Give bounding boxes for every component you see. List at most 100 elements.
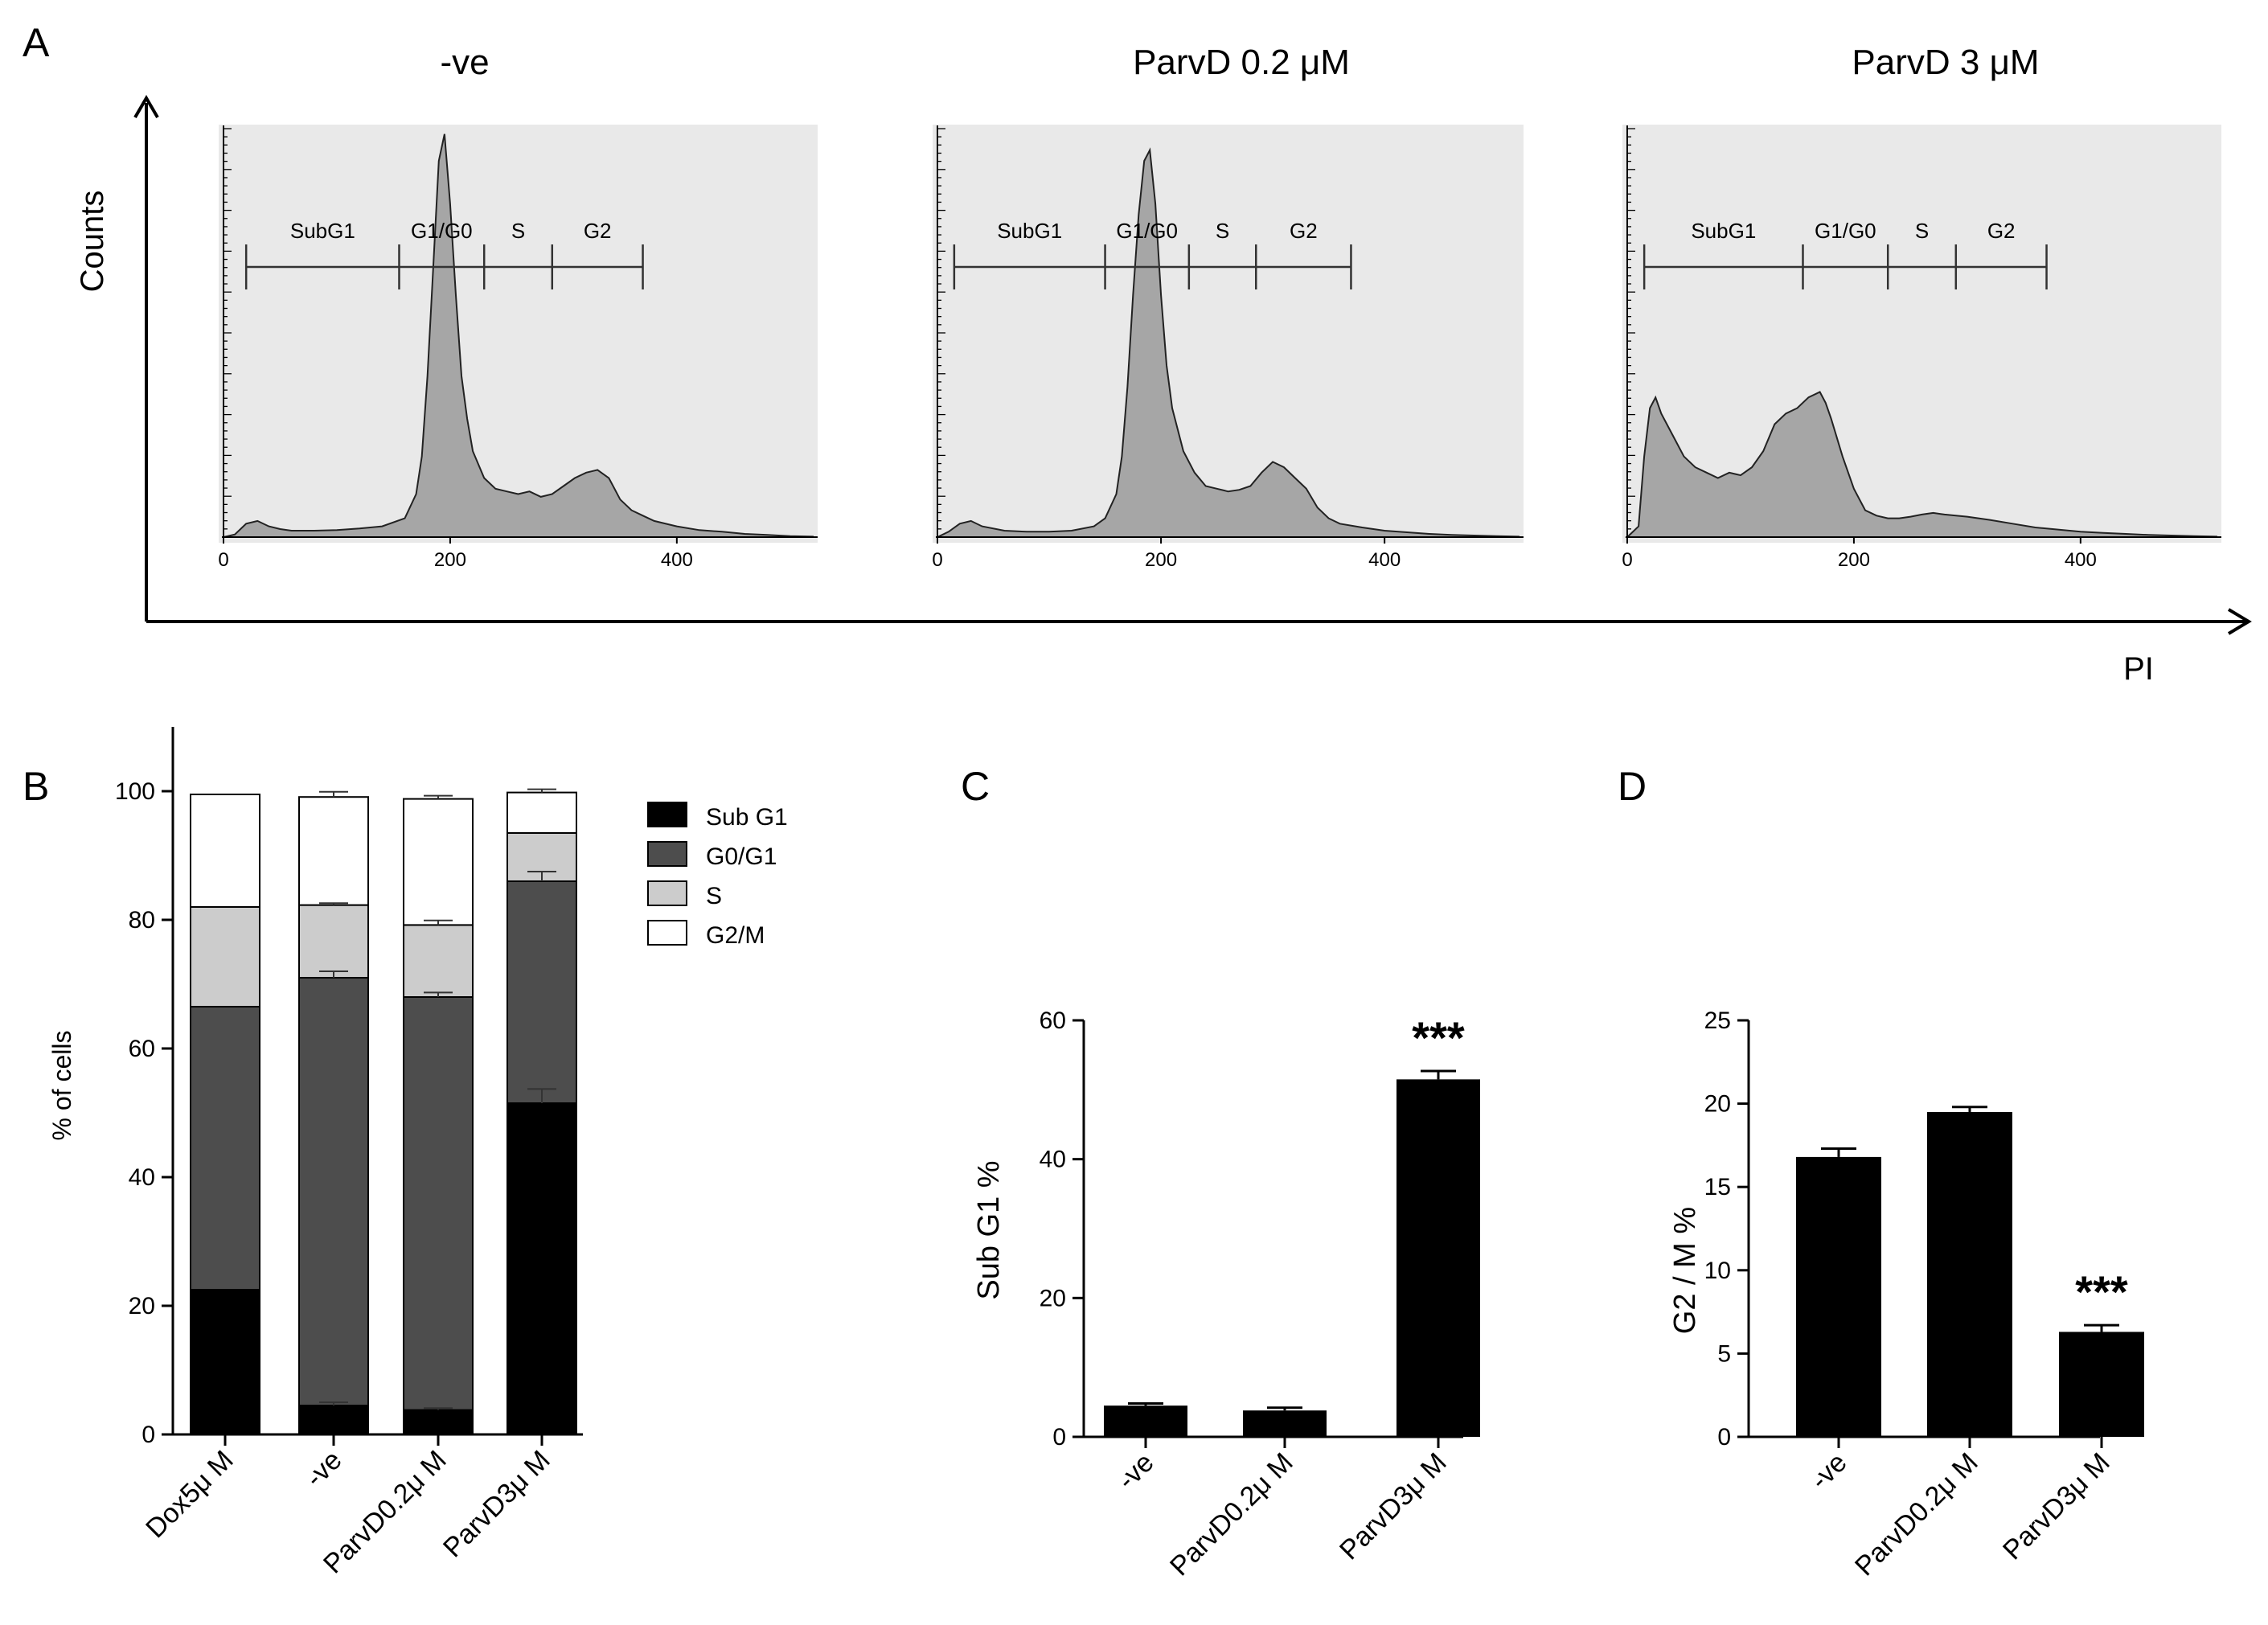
- panel-label-c: C: [961, 764, 990, 809]
- error-bars: [319, 788, 556, 1410]
- bar-segment: [190, 1006, 260, 1291]
- panel-b: B 0 20 40 60 80 100 Dox5μ M -ve ParvD0.2…: [23, 727, 788, 1579]
- histogram-title: ParvD 3 μM: [1852, 43, 2039, 82]
- panel-label-a: A: [23, 20, 50, 65]
- legend: Sub G1 G0/G1 S G2/M: [647, 802, 788, 949]
- gate-label-subg1: SubG1: [290, 219, 355, 243]
- gate-label-g2: G2: [1987, 219, 2016, 243]
- bar-segment: [507, 791, 577, 834]
- y-axis-label: Sub G1 %: [972, 1160, 1006, 1299]
- histogram-title: ParvD 0.2 μM: [1133, 43, 1350, 82]
- panel-c: C 0 20 40 60 -ve ParvD0.2μ M ParvD3μ M *…: [961, 764, 1480, 1582]
- bar: [1104, 1405, 1187, 1437]
- x-tick-200: 200: [1838, 549, 1870, 571]
- x-tick-label: -ve: [1111, 1447, 1159, 1496]
- bar-segment: [403, 1409, 474, 1435]
- bar-segment: [403, 996, 474, 1411]
- significance-marker: ***: [2075, 1266, 2128, 1317]
- x-tick-200: 200: [1145, 549, 1177, 571]
- x-tick-label: -ve: [299, 1445, 347, 1493]
- y-tick-label: 20: [129, 1293, 155, 1319]
- gate-label-g1g0: G1/G0: [1116, 219, 1178, 243]
- x-tick-400: 400: [1368, 549, 1401, 571]
- histogram-parvd-0-2: ParvD 0.2 μM SubG1 G1/G0 S G2 0 200 400: [932, 43, 1524, 571]
- gate-label-s: S: [511, 219, 525, 243]
- y-tick-label: 5: [1717, 1340, 1731, 1367]
- shared-y-arrowhead: [133, 95, 159, 119]
- bar-segment: [298, 1405, 369, 1435]
- histogram-area: [937, 147, 1520, 538]
- bar-segment: [190, 794, 260, 908]
- bar-segment: [190, 906, 260, 1007]
- x-tick-0: 0: [932, 549, 942, 571]
- y-tick-label: 15: [1704, 1174, 1731, 1200]
- legend-swatch-g0-g1: [647, 841, 687, 867]
- stacked-bars: [190, 791, 577, 1435]
- gate-bar: [953, 244, 1352, 289]
- histogram-frame: [1622, 125, 2221, 543]
- gate-label-subg1: SubG1: [1691, 219, 1756, 243]
- bar: [1927, 1111, 2012, 1437]
- bar-segment: [298, 796, 369, 906]
- histogram-frame: [219, 125, 818, 543]
- bar: [1243, 1410, 1327, 1437]
- y-tick-label: 40: [129, 1164, 155, 1191]
- axes: [1072, 1019, 1463, 1448]
- bar: [1796, 1156, 1881, 1437]
- legend-swatch-g2-m: [647, 920, 687, 946]
- y-tick-label: 0: [141, 1422, 155, 1448]
- x-tick-0: 0: [218, 549, 228, 571]
- shared-x-arrowhead: [2227, 608, 2252, 635]
- panel-d: D 0 5 10 15 20 25 -ve ParvD0.2μ M ParvD3…: [1618, 764, 2144, 1582]
- x-tick-label: -ve: [1804, 1447, 1852, 1496]
- gate-label-g1g0: G1/G0: [1815, 219, 1876, 243]
- bar: [1396, 1079, 1480, 1437]
- y-tick-label: 0: [1717, 1424, 1731, 1451]
- y-axis-label: % of cells: [47, 1031, 76, 1141]
- histogram-frame: [933, 125, 1524, 543]
- error-bars: [1821, 1106, 2119, 1332]
- y-tick-label: 100: [115, 778, 155, 805]
- histogram-neg: -ve SubG1 G1/G0 S G2 0 200 400: [218, 43, 818, 571]
- bar-segment: [507, 1102, 577, 1435]
- y-tick-label: 25: [1704, 1007, 1731, 1034]
- panel-a: A Counts PI -ve SubG1 G1/G0 S G2 0 200 4…: [23, 20, 2252, 687]
- error-bars: [1128, 1069, 1456, 1411]
- histogram-area: [1625, 391, 2217, 538]
- x-tick-label: ParvD0.2μ M: [1849, 1447, 1984, 1582]
- x-tick-200: 200: [434, 549, 466, 571]
- legend-label-g2-m: G2/M: [706, 922, 765, 949]
- panel-label-b: B: [23, 764, 49, 809]
- y-tick-label: 10: [1704, 1258, 1731, 1284]
- axes: [162, 727, 583, 1446]
- gate-bar: [244, 244, 644, 289]
- histogram-title: -ve: [440, 43, 489, 82]
- gate-bar: [1643, 244, 2048, 289]
- bar-segment: [298, 977, 369, 1406]
- legend-swatch-sub-g1: [647, 802, 687, 827]
- gate-label-s: S: [1915, 219, 1929, 243]
- x-tick-label: ParvD3μ M: [1334, 1447, 1453, 1566]
- gate-label-g2: G2: [584, 219, 612, 243]
- significance-marker: ***: [1412, 1012, 1465, 1063]
- gate-label-g1g0: G1/G0: [411, 219, 473, 243]
- shared-x-label: PI: [2123, 651, 2154, 687]
- bars: [1796, 1111, 2144, 1437]
- bar-segment: [190, 1289, 260, 1435]
- gate-label-s: S: [1216, 219, 1229, 243]
- x-tick-400: 400: [2065, 549, 2097, 571]
- x-tick-400: 400: [661, 549, 693, 571]
- bars: [1104, 1079, 1480, 1437]
- bar-segment: [403, 924, 474, 999]
- bar-segment: [507, 880, 577, 1104]
- x-tick-label: ParvD0.2μ M: [1164, 1447, 1299, 1582]
- x-tick-label: Dox5μ M: [140, 1445, 240, 1545]
- histogram-parvd-3: ParvD 3 μM SubG1 G1/G0 S G2 0 200 400: [1622, 43, 2221, 571]
- x-tick-label: ParvD3μ M: [437, 1445, 556, 1564]
- legend-label-s: S: [706, 883, 722, 909]
- y-tick-label: 60: [1040, 1007, 1066, 1034]
- axes: [1737, 1019, 2103, 1448]
- legend-label-g0-g1: G0/G1: [706, 843, 777, 870]
- histogram-area: [223, 133, 814, 538]
